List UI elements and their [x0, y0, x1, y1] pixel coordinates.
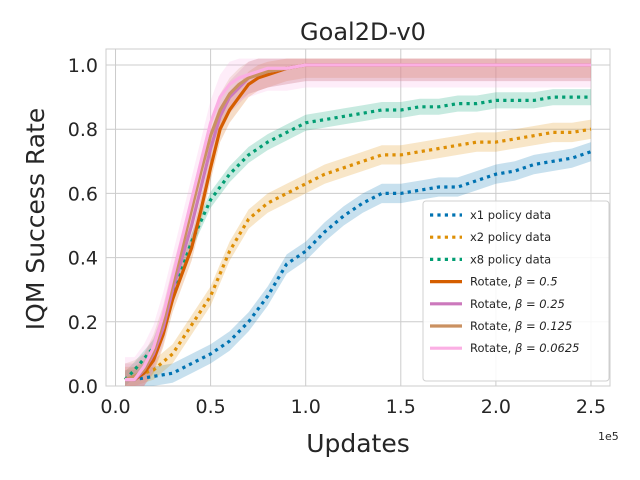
confidence-bands: [125, 58, 591, 386]
band-series-3: [125, 89, 591, 386]
line-series-2: [124, 127, 592, 382]
legend-label-4: Rotate, β = 0.5: [470, 275, 558, 289]
legend-frame: [422, 200, 610, 382]
y-tick-label: 0.0: [68, 376, 98, 398]
x-tick-label: 2.0: [481, 396, 511, 418]
legend-label-beta: β = 0.125: [514, 319, 572, 333]
legend-label-beta: β = 0.0625: [514, 341, 580, 355]
x-tick-label: 1.0: [291, 396, 321, 418]
legend-label-beta: β = 0.25: [514, 297, 565, 311]
x-tick-label: 2.5: [576, 396, 606, 418]
legend-label-6: Rotate, β = 0.125: [470, 319, 572, 333]
series-lines: [123, 63, 592, 382]
chart-title: Goal2D-v0: [300, 18, 426, 46]
legend-label-prefix: Rotate,: [470, 319, 515, 333]
x-tick-label: 0.0: [100, 396, 130, 418]
band-series-1: [125, 142, 591, 386]
y-tick-label: 0.4: [68, 248, 98, 270]
y-axis-label: IQM Success Rate: [21, 108, 50, 330]
x-axis-label: Updates: [306, 429, 410, 458]
legend-label-1: x1 policy data: [470, 208, 551, 222]
legend-label-prefix: Rotate,: [470, 297, 515, 311]
legend: x1 policy data x2 policy data x8 policy da…: [422, 200, 610, 382]
band-series-2: [125, 119, 591, 386]
y-axis: 0.0 0.2 0.4 0.6 0.8 1.0: [68, 55, 98, 398]
legend-label-5: Rotate, β = 0.25: [470, 297, 565, 311]
y-tick-label: 0.8: [68, 119, 98, 141]
legend-label-beta: β = 0.5: [514, 275, 558, 289]
legend-label-prefix: Rotate,: [470, 341, 515, 355]
y-tick-label: 0.2: [68, 312, 98, 334]
y-tick-label: 1.0: [68, 55, 98, 77]
x-tick-label: 1.5: [386, 396, 416, 418]
legend-label-7: Rotate, β = 0.0625: [470, 341, 580, 355]
x-axis-exponent: 1e5: [598, 430, 619, 443]
y-tick-label: 0.6: [68, 183, 98, 205]
legend-label-2: x2 policy data: [470, 230, 551, 244]
x-tick-label: 0.5: [195, 396, 225, 418]
x-axis: 0.0 0.5 1.0 1.5 2.0 2.5: [100, 396, 606, 418]
line-series-7: [125, 63, 591, 382]
line-series-1: [125, 150, 592, 382]
legend-label-prefix: Rotate,: [470, 275, 515, 289]
legend-label-3: x8 policy data: [470, 252, 551, 266]
